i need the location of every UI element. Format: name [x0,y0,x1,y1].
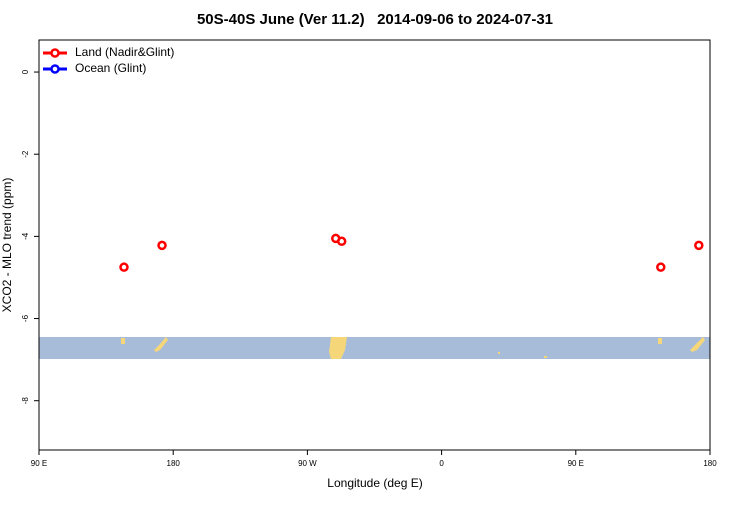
legend-marker [50,64,60,74]
x-tick-label: 180 [167,459,181,468]
x-tick-label: 0 [439,459,444,468]
x-axis-label: Longitude (deg E) [327,476,422,490]
legend-label: Land (Nadir&Glint) [75,45,174,59]
legend-label: Ocean (Glint) [75,61,146,75]
y-tick-label: 0 [21,69,30,74]
y-tick-label: -4 [21,232,30,240]
data-point [157,240,167,251]
data-point [656,262,666,272]
y-tick-label: -8 [21,397,30,405]
chart-title: 50S-40S June (Ver 11.2) 2014-09-06 to 20… [197,11,553,28]
data-point [336,236,347,247]
x-tick-label: 180 [703,459,717,468]
plot-frame [38,39,711,451]
map-strip [39,337,710,359]
y-tick-label: -6 [21,314,30,322]
legend: Land (Nadir&Glint) Ocean (Glint) [43,45,174,75]
y-tick-label: -2 [21,150,30,158]
y-axis-label: XCO2 - MLO trend (ppm) [0,178,14,313]
x-tick-label: 90 E [31,459,47,468]
data-point [119,262,129,272]
legend-marker [50,48,60,58]
x-tick-label: 90 E [568,459,584,468]
x-tick-label: 90 W [298,459,317,468]
data-point [694,240,704,251]
